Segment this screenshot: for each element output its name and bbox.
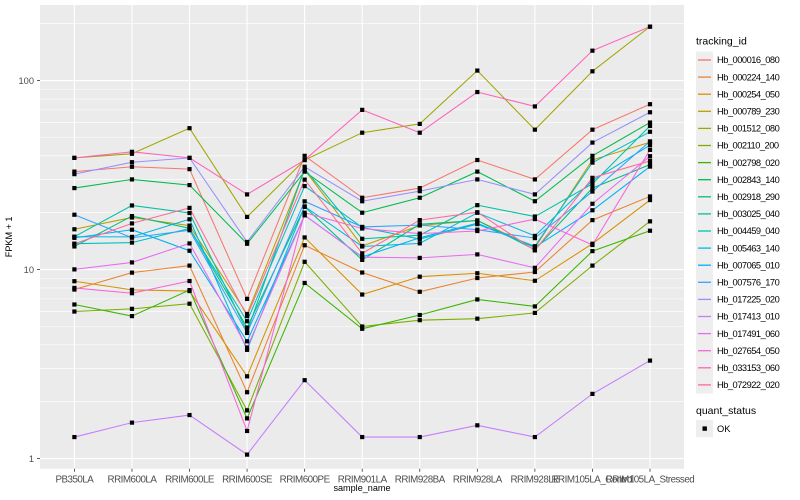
svg-text:RRIM600SE: RRIM600SE [222,474,273,485]
svg-text:Hb_017491_060: Hb_017491_060 [717,329,780,339]
svg-text:Hb_002110_200: Hb_002110_200 [717,141,779,151]
svg-text:RRIM600PE: RRIM600PE [280,474,331,485]
svg-text:Hb_007065_010: Hb_007065_010 [717,260,780,270]
svg-text:RRIM600LE: RRIM600LE [165,474,215,485]
svg-text:Hb_033153_060: Hb_033153_060 [717,363,780,373]
svg-text:Hb_004459_040: Hb_004459_040 [717,226,780,236]
svg-text:RRIM928BA: RRIM928BA [395,474,446,485]
svg-text:PB350LA: PB350LA [55,474,94,485]
svg-text:RRIM928LA: RRIM928LA [453,474,503,485]
svg-text:Hb_000789_230: Hb_000789_230 [717,107,780,117]
svg-text:tracking_id: tracking_id [696,36,747,48]
svg-text:quant_status: quant_status [696,405,756,417]
svg-text:1: 1 [29,454,34,464]
svg-text:100: 100 [18,76,34,86]
svg-text:Hb_000254_050: Hb_000254_050 [717,89,780,99]
svg-text:10: 10 [24,265,34,275]
svg-text:RRIM600LA: RRIM600LA [108,474,158,485]
svg-text:Hb_007576_170: Hb_007576_170 [717,278,780,288]
svg-text:Hb_005463_140: Hb_005463_140 [717,243,780,253]
svg-text:FPKM + 1: FPKM + 1 [4,217,14,258]
svg-text:Hb_003025_040: Hb_003025_040 [717,209,780,219]
svg-text:Hb_072922_020: Hb_072922_020 [717,380,780,390]
svg-text:Hb_002843_140: Hb_002843_140 [717,175,780,185]
svg-text:Hb_017225_020: Hb_017225_020 [717,295,780,305]
svg-text:Hb_000224_140: Hb_000224_140 [717,72,780,82]
svg-text:Hb_000016_080: Hb_000016_080 [717,55,780,65]
svg-text:OK: OK [717,424,731,434]
svg-text:Hb_001512_080: Hb_001512_080 [717,124,780,134]
svg-text:Hb_017413_010: Hb_017413_010 [717,312,780,322]
svg-text:RRIM105LA_Stressed: RRIM105LA_Stressed [606,474,695,485]
svg-text:Hb_027654_050: Hb_027654_050 [717,346,780,356]
svg-text:Hb_002798_020: Hb_002798_020 [717,158,780,168]
svg-text:sample_name: sample_name [333,483,390,493]
svg-text:Hb_002918_290: Hb_002918_290 [717,192,780,202]
